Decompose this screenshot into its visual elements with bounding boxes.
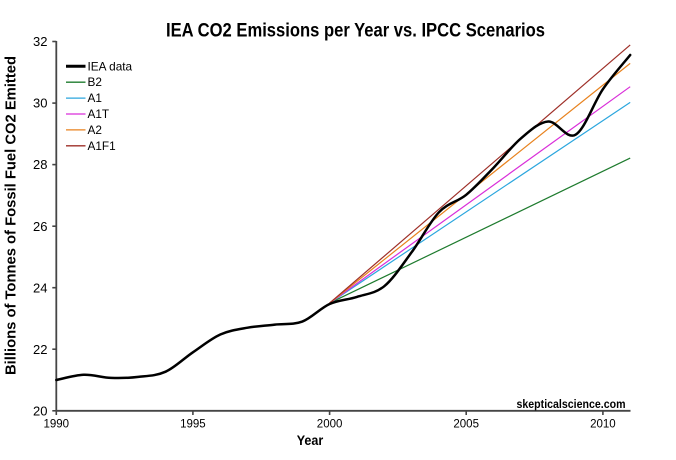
svg-text:2000: 2000 [317,419,343,431]
svg-text:1995: 1995 [180,419,206,431]
svg-text:IEA data: IEA data [88,59,133,73]
svg-text:A1T: A1T [88,107,110,121]
svg-text:B2: B2 [88,75,102,89]
svg-text:Billions of Tonnes of Fossil F: Billions of Tonnes of Fossil Fuel CO2 Em… [4,56,20,375]
svg-text:28: 28 [33,157,47,172]
svg-text:24: 24 [33,280,47,295]
svg-text:32: 32 [33,34,47,49]
svg-text:2010: 2010 [590,419,616,431]
svg-text:20: 20 [33,403,47,418]
svg-text:2005: 2005 [453,419,479,431]
svg-text:A1: A1 [88,91,102,105]
svg-text:A1F1: A1F1 [88,139,116,153]
svg-text:skepticalscience.com: skepticalscience.com [517,399,626,411]
svg-text:IEA CO2 Emissions per Year vs.: IEA CO2 Emissions per Year vs. IPCC Scen… [166,21,545,42]
svg-text:30: 30 [33,96,47,111]
svg-text:1990: 1990 [44,419,70,431]
svg-text:22: 22 [33,342,47,357]
svg-text:26: 26 [33,219,47,234]
svg-text:A2: A2 [88,123,102,137]
svg-text:Year: Year [297,433,324,448]
